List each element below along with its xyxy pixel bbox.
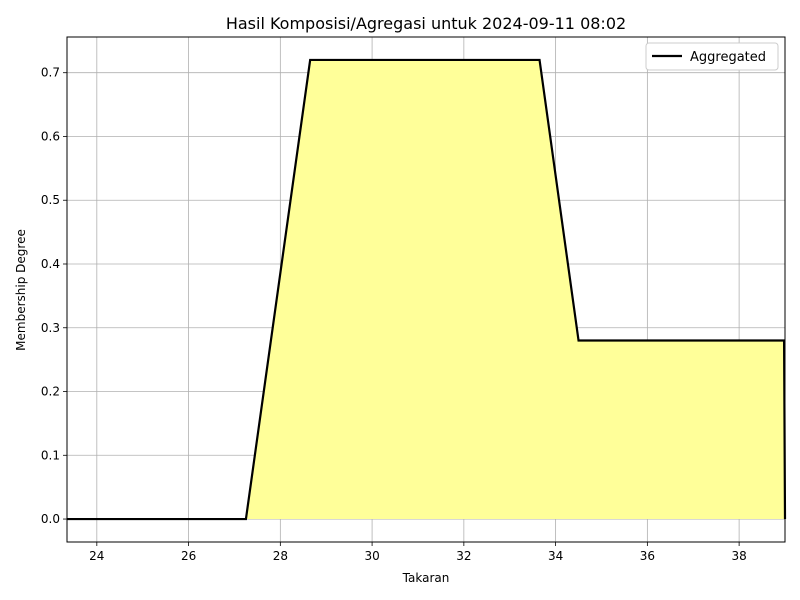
legend: Aggregated: [645, 42, 779, 71]
x-tick-label: 36: [640, 549, 655, 563]
legend-label-aggregated: Aggregated: [690, 50, 766, 65]
chart-title: Hasil Komposisi/Agregasi untuk 2024-09-1…: [226, 14, 626, 33]
x-axis-label: Takaran: [402, 571, 450, 585]
plot-frame: [66, 36, 786, 543]
y-tick-label: 0.5: [41, 193, 60, 207]
aggregated-area-fill: [67, 59, 785, 520]
plot-area: [67, 58, 787, 521]
axis-ticks: 24 26 28 30 32 34 36 38 0.0 0.1 0.2 0.3 0.4 0.5 0.6 0.7: [41, 66, 747, 563]
y-tick-label: 0.1: [41, 448, 60, 462]
x-tick-label: 26: [181, 549, 196, 563]
y-tick-label: 0.4: [41, 257, 60, 271]
y-tick-label: 0.7: [41, 66, 60, 80]
y-tick-label: 0.6: [41, 129, 60, 143]
y-axis-label: Membership Degree: [14, 229, 28, 351]
y-tick-label: 0.2: [41, 385, 60, 399]
y-tick-label: 0.3: [41, 321, 60, 335]
x-tick-label: 32: [456, 549, 471, 563]
legend-box: [645, 42, 779, 71]
x-tick-label: 38: [731, 549, 746, 563]
aggregated-line: [67, 58, 787, 521]
x-tick-label: 28: [273, 549, 288, 563]
x-tick-label: 34: [548, 549, 563, 563]
x-tick-label: 30: [364, 549, 379, 563]
y-tick-label: 0.0: [41, 512, 60, 526]
x-tick-label: 24: [89, 549, 104, 563]
